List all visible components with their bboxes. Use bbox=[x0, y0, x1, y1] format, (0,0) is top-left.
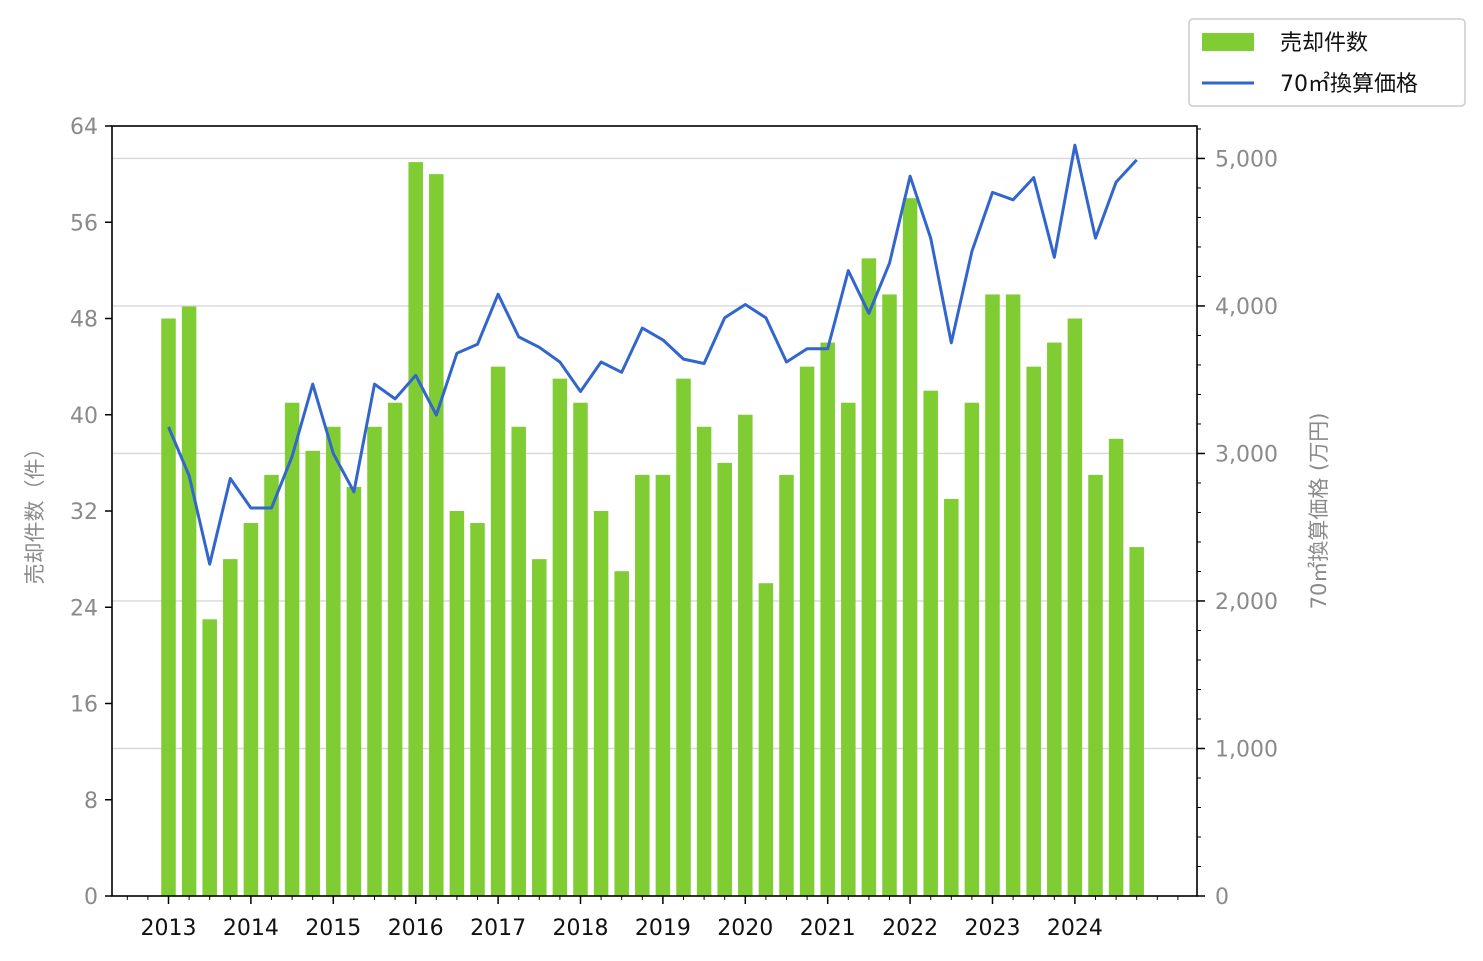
bar bbox=[1108, 438, 1124, 896]
bar bbox=[449, 511, 465, 896]
bar bbox=[429, 174, 444, 896]
x-axis-tick-label: 2022 bbox=[882, 916, 938, 941]
bar bbox=[305, 450, 320, 896]
x-axis-tick-label: 2014 bbox=[223, 916, 279, 941]
left-axis-tick-label: 56 bbox=[70, 211, 98, 236]
bar bbox=[985, 294, 1000, 896]
bar bbox=[882, 294, 897, 896]
bar bbox=[902, 198, 918, 896]
x-axis-tick-label: 2015 bbox=[305, 916, 361, 941]
x-axis: 2013 2014 2015 2016 2017 2018 2019 2020 2021 2022… bbox=[126, 896, 1179, 941]
bar bbox=[861, 258, 877, 896]
legend-bar-swatch bbox=[1202, 33, 1254, 51]
bar bbox=[676, 378, 691, 896]
legend-label-sales-count: 売却件数 bbox=[1280, 31, 1368, 56]
right-axis-tick-label: 0 bbox=[1215, 885, 1229, 910]
bar bbox=[1088, 474, 1103, 896]
left-axis-tick-label: 32 bbox=[70, 500, 98, 525]
bar bbox=[614, 571, 629, 896]
bar bbox=[717, 462, 732, 896]
bar bbox=[511, 426, 526, 896]
bar bbox=[964, 402, 980, 896]
left-axis-tick-label: 48 bbox=[70, 308, 98, 333]
legend-box bbox=[1188, 18, 1466, 107]
bar bbox=[779, 474, 794, 896]
bar bbox=[470, 523, 485, 896]
left-axis-tick-label: 24 bbox=[70, 596, 98, 621]
bar bbox=[944, 498, 959, 896]
left-axis-tick-label: 16 bbox=[70, 693, 98, 718]
right-axis-tick-label: 3,000 bbox=[1215, 442, 1278, 467]
right-axis: 0 1,000 2,000 3,000 4,000 5,000 bbox=[1197, 128, 1278, 910]
bar bbox=[1067, 318, 1083, 896]
bar bbox=[573, 402, 588, 896]
x-axis-tick-label: 2013 bbox=[141, 916, 197, 941]
bar bbox=[202, 619, 217, 896]
right-axis-tick-label: 1,000 bbox=[1215, 737, 1278, 762]
bar bbox=[367, 426, 382, 896]
right-axis-title: 70㎡換算価格 (万円) bbox=[1307, 413, 1331, 610]
bar bbox=[181, 306, 197, 896]
bar bbox=[326, 426, 341, 896]
right-axis-tick-label: 5,000 bbox=[1215, 147, 1278, 172]
bar bbox=[346, 486, 362, 896]
bar bbox=[264, 474, 279, 896]
left-axis-tick-label: 40 bbox=[70, 404, 98, 429]
bar bbox=[655, 474, 671, 896]
right-axis-tick-label: 4,000 bbox=[1215, 295, 1278, 320]
bar bbox=[1026, 366, 1041, 896]
x-axis-tick-label: 2017 bbox=[470, 916, 526, 941]
bar bbox=[1129, 547, 1144, 896]
bar bbox=[841, 402, 856, 896]
x-axis-tick-label: 2019 bbox=[635, 916, 691, 941]
bar bbox=[161, 318, 176, 896]
x-axis-tick-label: 2018 bbox=[553, 916, 609, 941]
bar bbox=[532, 559, 547, 896]
bar bbox=[490, 366, 506, 896]
legend-label-price: 70㎡換算価格 bbox=[1280, 71, 1418, 97]
left-axis: 0 8 16 24 32 40 48 56 64 bbox=[70, 115, 112, 910]
bar bbox=[593, 511, 609, 896]
legend: 売却件数 70㎡換算価格 bbox=[1188, 18, 1466, 107]
x-axis-tick-label: 2021 bbox=[800, 916, 856, 941]
price-line bbox=[167, 143, 1138, 566]
x-axis-tick-label: 2023 bbox=[965, 916, 1021, 941]
bar bbox=[738, 414, 753, 896]
bar bbox=[799, 366, 815, 896]
bar bbox=[635, 474, 650, 896]
bar bbox=[243, 523, 259, 896]
bar bbox=[696, 426, 712, 896]
bar bbox=[552, 378, 568, 896]
left-axis-tick-label: 64 bbox=[70, 115, 98, 140]
left-axis-tick-label: 0 bbox=[84, 885, 98, 910]
x-axis-tick-label: 2016 bbox=[388, 916, 444, 941]
bar bbox=[758, 583, 774, 896]
x-axis-tick-label: 2020 bbox=[717, 916, 773, 941]
bar bbox=[923, 390, 938, 896]
bar bbox=[387, 402, 403, 896]
right-axis-tick-label: 2,000 bbox=[1215, 590, 1278, 615]
bar bbox=[408, 162, 423, 896]
bar bbox=[223, 559, 238, 896]
bar bbox=[284, 402, 300, 896]
left-axis-title: 売却件数（件） bbox=[23, 438, 47, 585]
bar bbox=[820, 342, 835, 896]
bar bbox=[1005, 294, 1021, 896]
x-axis-tick-label: 2024 bbox=[1047, 916, 1103, 941]
bar bbox=[1047, 342, 1062, 896]
line-series-price bbox=[167, 143, 1138, 566]
bar-series-sales-count bbox=[161, 162, 1144, 896]
left-axis-tick-label: 8 bbox=[84, 789, 98, 814]
